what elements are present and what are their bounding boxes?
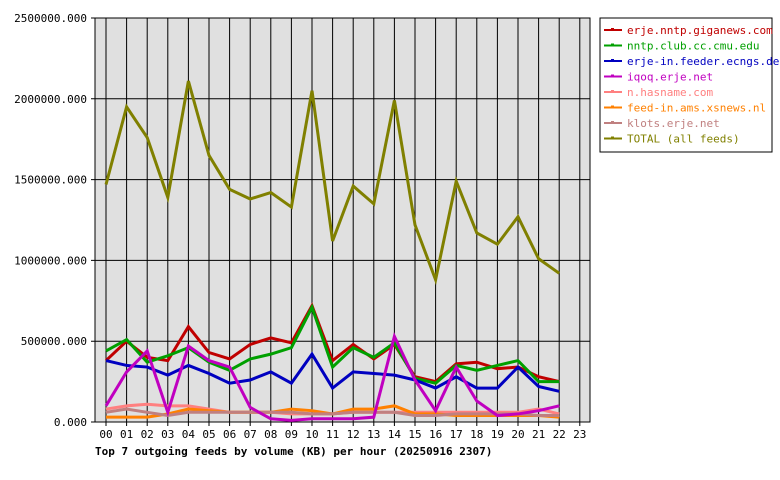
y-tick-label: 1500000.000 — [14, 174, 87, 187]
x-tick-label: 22 — [553, 428, 566, 441]
x-tick-label: 23 — [573, 428, 586, 441]
series-line — [105, 407, 560, 418]
legend-label: klots.erje.net — [627, 117, 720, 130]
legend-label: erje-in.feeder.ecngs.de — [627, 55, 779, 68]
legend-box — [599, 17, 773, 153]
legend-label: TOTAL (all feeds) — [627, 133, 740, 146]
chart-title: Top 7 outgoing feeds by volume (KB) per … — [95, 445, 492, 458]
x-tick-label: 17 — [450, 428, 463, 441]
legend-marker-icon — [611, 105, 614, 109]
x-tick-label: 07 — [244, 428, 257, 441]
legend-label: iqoq.erje.net — [627, 71, 713, 84]
y-tick-label: 2000000.000 — [14, 93, 87, 106]
x-tick-label: 18 — [470, 428, 483, 441]
legend-marker-icon — [611, 74, 614, 78]
series-line — [104, 302, 560, 384]
x-axis-ticks: 00 01 02 03 04 05 06 07 08 09 10 11 12 13 14 15 16 17 18 19… — [99, 428, 586, 441]
legend: erje.nntp.giganews.com nntp.club.cc.cmu.e… — [599, 17, 779, 153]
y-tick-label: 500000.000 — [21, 335, 87, 348]
series-lines — [104, 80, 561, 422]
x-tick-label: 08 — [264, 428, 277, 441]
x-tick-label: 03 — [161, 428, 174, 441]
series-line — [105, 303, 560, 385]
y-tick-label: 0.000 — [54, 416, 87, 429]
x-tick-label: 11 — [326, 428, 339, 441]
x-tick-label: 14 — [388, 428, 402, 441]
y-axis-ticks: 0.000 500000.000 1000000.000 1500000.000 200… — [14, 12, 87, 429]
legend-marker-icon — [611, 59, 614, 62]
x-tick-label: 10 — [305, 428, 318, 441]
legend-marker-icon — [611, 136, 614, 140]
legend-marker-icon — [611, 90, 614, 93]
series-line — [104, 331, 560, 422]
x-tick-label: 21 — [532, 428, 545, 441]
legend-label: erje.nntp.giganews.com — [627, 24, 773, 37]
x-tick-label: 02 — [141, 428, 154, 441]
legend-marker-icon — [611, 43, 614, 47]
x-tick-label: 16 — [429, 428, 442, 441]
x-tick-label: 01 — [120, 428, 133, 441]
x-tick-label: 09 — [285, 428, 298, 441]
legend-label: n.hasname.com — [627, 86, 713, 99]
x-tick-label: 19 — [491, 428, 504, 441]
x-tick-label: 15 — [408, 428, 421, 441]
x-tick-label: 20 — [511, 428, 524, 441]
y-tick-label: 1000000.000 — [14, 254, 87, 267]
x-tick-label: 06 — [223, 428, 236, 441]
series-line — [104, 80, 561, 286]
y-tick-label: 2500000.000 — [14, 12, 87, 25]
legend-label: feed-in.ams.xsnews.nl — [627, 102, 766, 115]
legend-marker-icon — [611, 28, 614, 31]
x-tick-label: 13 — [367, 428, 380, 441]
x-tick-label: 12 — [347, 428, 360, 441]
x-tick-label: 04 — [182, 428, 196, 441]
legend-label: nntp.club.cc.cmu.edu — [627, 40, 759, 53]
x-tick-label: 05 — [202, 428, 215, 441]
x-tick-label: 00 — [99, 428, 112, 441]
legend-marker-icon — [611, 121, 614, 124]
